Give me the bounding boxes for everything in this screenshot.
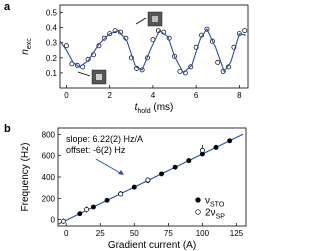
- panel-label: a: [4, 1, 11, 13]
- x-tick-label: 2: [107, 91, 112, 100]
- y-axis-label: Frequency (Hz): [20, 143, 31, 212]
- data-point: [145, 177, 151, 183]
- data-point: [199, 147, 205, 153]
- data-point: [84, 207, 90, 212]
- y-tick-label: 800: [42, 130, 56, 139]
- x-tick-label: 8: [237, 91, 242, 100]
- arrow: [77, 71, 91, 77]
- data-point: [118, 191, 124, 197]
- y-axis-label-main: Frequency (Hz): [20, 143, 31, 212]
- fit-line: [59, 28, 246, 74]
- data-point: [159, 171, 164, 177]
- y-axis-label: nexc: [20, 38, 33, 55]
- y-tick-label: 0: [51, 216, 56, 225]
- legend-label-sub: STO: [210, 202, 225, 209]
- inset-image: [152, 16, 158, 22]
- arrow-head: [118, 170, 124, 175]
- data-point: [60, 218, 66, 224]
- data-point: [242, 28, 248, 34]
- x-tick-label: 125: [230, 229, 244, 238]
- arrow: [135, 17, 147, 25]
- data-point: [227, 138, 233, 144]
- x-tick-label: 0: [64, 229, 69, 238]
- x-axis-label-main: Gradient current (A): [108, 240, 196, 251]
- data-point: [172, 164, 178, 170]
- x-axis-label-sub: hold: [137, 108, 150, 115]
- data-point: [77, 211, 83, 217]
- data-point: [131, 184, 137, 190]
- legend-label-main: ν: [205, 196, 210, 207]
- annotation: slope: 6.22(2) Hz/A: [66, 134, 143, 144]
- x-tick-label: 50: [130, 229, 139, 238]
- data-point: [90, 204, 96, 210]
- x-axis-label: Gradient current (A): [108, 240, 196, 251]
- data-point: [186, 158, 192, 164]
- annotation: offset: -6(2) Hz: [66, 145, 126, 155]
- y-axis-label-sub: exc: [26, 38, 33, 49]
- x-axis-label-main: t: [135, 102, 139, 113]
- y-tick-label: 200: [42, 194, 56, 203]
- data-point: [64, 43, 69, 49]
- data-point: [215, 59, 221, 65]
- x-axis-label: thold (ms): [135, 102, 174, 115]
- x-axis-label-unit: (ms): [151, 102, 174, 113]
- y-tick-label: 0.1: [46, 69, 58, 78]
- x-tick-label: 25: [96, 229, 105, 238]
- y-tick-label: 0.5: [46, 9, 58, 18]
- legend-label-sub: SP: [216, 214, 226, 221]
- inset-images: [77, 11, 163, 175]
- data-point: [104, 197, 110, 203]
- x-tick-label: 100: [196, 229, 210, 238]
- x-tick-label: 4: [151, 91, 156, 100]
- y-tick-label: 0.2: [46, 54, 58, 63]
- y-axis-label-main: n: [20, 49, 31, 55]
- figure: a 0 2 4 6 8 0.1 0.2 0.3 0.4 0.5 thold (ms) nexc b 0 25 5…: [4, 1, 249, 251]
- x-tick-label: 75: [164, 229, 173, 238]
- arrow: [95, 158, 123, 175]
- legend-marker: [195, 197, 201, 203]
- legend-label-main: 2ν: [205, 208, 216, 219]
- legend-label: 2νSP: [205, 208, 225, 221]
- legend-marker: [195, 209, 201, 215]
- y-tick-label: 400: [42, 173, 56, 182]
- inset-image: [96, 74, 102, 80]
- x-tick-label: 0: [64, 91, 69, 100]
- plot-frame: [59, 4, 249, 89]
- y-tick-label: 0.4: [46, 24, 58, 33]
- y-tick-label: 0.3: [46, 39, 58, 48]
- panel-label: b: [4, 123, 11, 135]
- data-point: [213, 144, 219, 150]
- x-tick-label: 6: [194, 91, 199, 100]
- legend-label: νSTO: [205, 196, 225, 209]
- y-tick-label: 600: [42, 152, 56, 161]
- data-point: [118, 29, 123, 35]
